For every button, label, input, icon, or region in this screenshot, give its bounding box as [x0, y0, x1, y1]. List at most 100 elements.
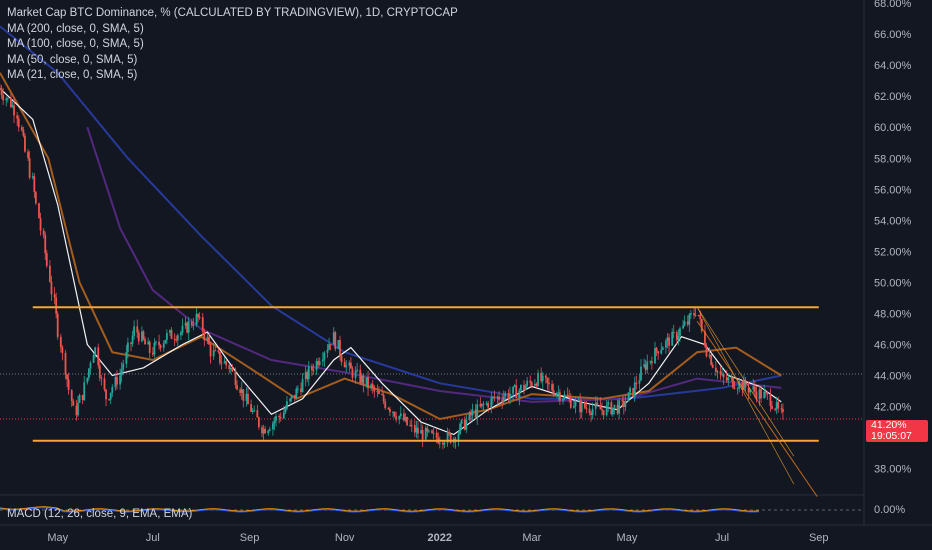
candle-body	[393, 411, 396, 417]
candle-body	[257, 417, 260, 428]
candle-body	[133, 326, 136, 336]
candle-body	[395, 416, 398, 420]
candle-body	[535, 383, 538, 386]
y-tick-label: 42.00%	[874, 402, 912, 414]
candle-body	[590, 412, 592, 415]
candle-body	[515, 385, 518, 398]
candle-body	[307, 366, 310, 380]
candle-body	[775, 401, 778, 410]
candle-body	[471, 409, 474, 416]
candle-body	[671, 331, 674, 346]
candle-body	[654, 347, 656, 364]
candle-body	[682, 325, 684, 329]
candle-body	[736, 388, 739, 390]
candle-body	[75, 405, 78, 416]
candle-body	[83, 382, 86, 400]
candle-body	[413, 425, 416, 433]
candle-body	[465, 419, 468, 430]
candle-body	[328, 344, 330, 350]
candle-body	[562, 398, 564, 401]
x-tick-label: May	[617, 532, 638, 544]
candle-body	[242, 389, 245, 401]
candle-body	[240, 389, 243, 393]
candle-body	[151, 352, 154, 355]
candle-body	[286, 401, 288, 409]
candle-body	[557, 392, 560, 394]
candle-body	[367, 377, 369, 389]
candles-group	[0, 84, 784, 450]
candle-body	[105, 389, 107, 400]
candle-body	[599, 404, 602, 410]
candle-body	[27, 151, 29, 159]
candle-body	[34, 192, 37, 204]
macd-zero-label: 0.00%	[874, 504, 905, 516]
candle-body	[190, 321, 193, 326]
candle-body	[186, 322, 189, 333]
x-tick-label: Sep	[809, 532, 829, 544]
candle-body	[569, 397, 572, 408]
candle-body	[44, 234, 47, 254]
candle-body	[579, 400, 582, 413]
candle-body	[311, 366, 313, 371]
candle-body	[683, 321, 686, 326]
candle-body	[752, 386, 755, 390]
macd-line	[0, 507, 760, 513]
candle-body	[360, 375, 363, 383]
candle-body	[225, 361, 228, 366]
candle-body	[229, 368, 232, 370]
candle-body	[744, 379, 747, 388]
candle-body	[507, 393, 510, 399]
candle-body	[577, 400, 580, 402]
legend-ma21: MA (21, close, 0, SMA, 5)	[7, 69, 138, 82]
y-tick-label: 66.00%	[874, 29, 912, 41]
candle-body	[644, 364, 647, 370]
candle-body	[537, 373, 539, 386]
candle-body	[206, 336, 209, 341]
candle-body	[643, 364, 646, 367]
x-tick-label: Nov	[335, 532, 355, 544]
candle-body	[725, 377, 728, 381]
candle-body	[612, 407, 614, 415]
candle-body	[261, 427, 263, 434]
candle-body	[251, 410, 254, 412]
candle-body	[56, 313, 59, 337]
candle-body	[114, 377, 117, 388]
candle-body	[487, 403, 490, 408]
last-price-countdown: 19:05:07	[871, 430, 912, 442]
legend-ma200: MA (200, close, 0, SMA, 5)	[7, 22, 144, 35]
candle-body	[392, 411, 394, 413]
candle-body	[610, 402, 613, 415]
candle-body	[638, 380, 641, 384]
candle-body	[332, 332, 335, 345]
candle-body	[208, 336, 210, 345]
candle-body	[732, 377, 734, 388]
candle-body	[376, 390, 379, 392]
candle-body	[672, 331, 675, 333]
candle-body	[622, 400, 625, 407]
macd-signal-line	[0, 506, 760, 512]
candle-body	[689, 313, 692, 315]
candle-body	[443, 442, 446, 445]
candle-body	[758, 389, 761, 400]
candle-body	[81, 394, 84, 400]
candle-body	[337, 340, 340, 349]
candle-body	[98, 365, 101, 378]
candle-body	[568, 396, 571, 398]
candle-body	[159, 345, 162, 348]
candle-body	[318, 361, 321, 365]
candle-body	[459, 423, 461, 434]
candle-body	[764, 391, 767, 393]
candle-body	[228, 365, 231, 370]
candle-body	[20, 127, 23, 131]
candle-body	[187, 321, 190, 333]
candle-body	[49, 265, 51, 282]
candle-body	[694, 314, 697, 316]
candle-body	[153, 342, 156, 355]
candle-body	[326, 349, 329, 353]
candle-body	[518, 390, 521, 398]
candle-body	[519, 384, 522, 391]
candle-body	[50, 281, 53, 295]
x-tick-label: Jul	[146, 532, 160, 544]
candle-body	[420, 430, 422, 434]
